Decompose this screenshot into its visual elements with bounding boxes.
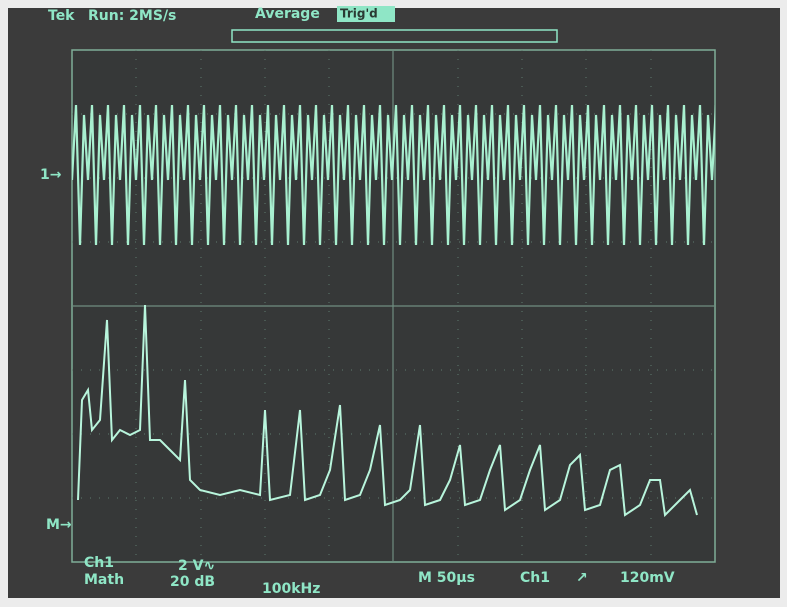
source: Math — [84, 572, 124, 588]
run-state: Run: 2MS/s — [88, 8, 176, 24]
scope-photo: Tek Run: 2MS/s Average Trig'd 1→ M→ Ch1 … — [0, 0, 787, 607]
trig-source: Ch1 — [520, 570, 550, 586]
channel: Ch1 — [84, 555, 114, 571]
span: 100kHz — [262, 581, 320, 597]
acq-mode: Average — [255, 6, 320, 22]
ch1-waveform — [72, 95, 715, 265]
timebase: M 50µs — [418, 570, 475, 586]
trig-level: 120mV — [620, 570, 675, 586]
ch-scale: 2 V∿ — [178, 558, 215, 574]
trig-state: Trig'd — [340, 7, 378, 21]
ch1-marker: 1→ — [40, 167, 62, 183]
math-scale: 20 dB — [170, 574, 215, 590]
brand: Tek — [48, 8, 75, 24]
trig-slope: ↗ — [576, 570, 588, 586]
math-marker: M→ — [46, 517, 72, 533]
